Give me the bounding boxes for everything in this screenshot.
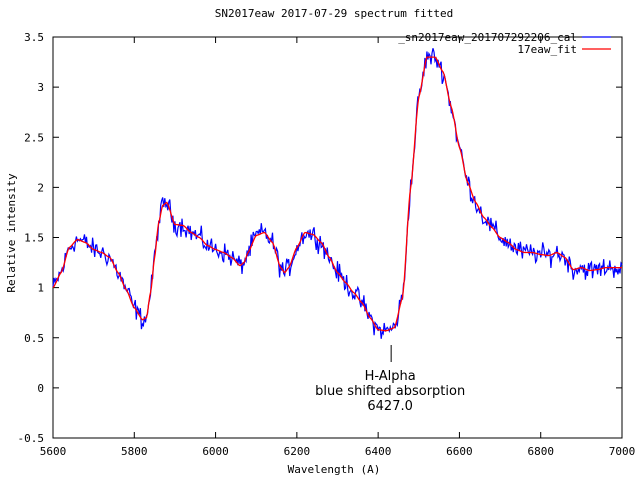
y-tick-label: 0 <box>37 382 44 395</box>
observed-spectrum-line <box>52 48 623 339</box>
axis-ticks: 5600 5800 6000 6200 6400 6600 6800 7000 -0.5 0 0.5… <box>18 31 636 458</box>
x-tick-label: 6400 <box>365 445 392 458</box>
chart-title: SN2017eaw 2017-07-29 spectrum fitted <box>215 7 453 20</box>
annotation-text: blue shifted absorption <box>315 384 465 399</box>
x-axis-label: Wavelength (A) <box>288 463 381 476</box>
y-tick-label: 1 <box>37 282 44 295</box>
plot-area <box>52 48 623 339</box>
y-tick-label: 2.5 <box>24 131 44 144</box>
x-tick-label: 6600 <box>446 445 473 458</box>
y-tick-label: 2 <box>37 181 44 194</box>
x-tick-label: 5600 <box>40 445 67 458</box>
annotation-text: 6427.0 <box>367 399 413 414</box>
x-tick-label: 6000 <box>202 445 229 458</box>
legend-label-fit: 17eaw_fit <box>517 43 577 56</box>
y-tick-label: -0.5 <box>18 432 45 445</box>
x-tick-label: 6800 <box>527 445 554 458</box>
plot-border <box>52 36 623 439</box>
y-tick-label: 1.5 <box>24 232 44 245</box>
y-tick-label: 3.5 <box>24 31 44 44</box>
y-axis-label: Relative intensity <box>5 173 18 293</box>
x-tick-label: 5800 <box>121 445 148 458</box>
x-tick-label: 7000 <box>609 445 636 458</box>
y-tick-label: 3 <box>37 81 44 94</box>
annotation-text: H-Alpha <box>365 369 416 384</box>
legend-label-observed: _sn2017eaw_201707292206_cal <box>398 31 577 44</box>
legend: _sn2017eaw_201707292206_cal 17eaw_fit <box>398 31 611 56</box>
y-tick-label: 0.5 <box>24 332 44 345</box>
x-tick-label: 6200 <box>284 445 311 458</box>
fit-spectrum-line <box>52 56 622 332</box>
